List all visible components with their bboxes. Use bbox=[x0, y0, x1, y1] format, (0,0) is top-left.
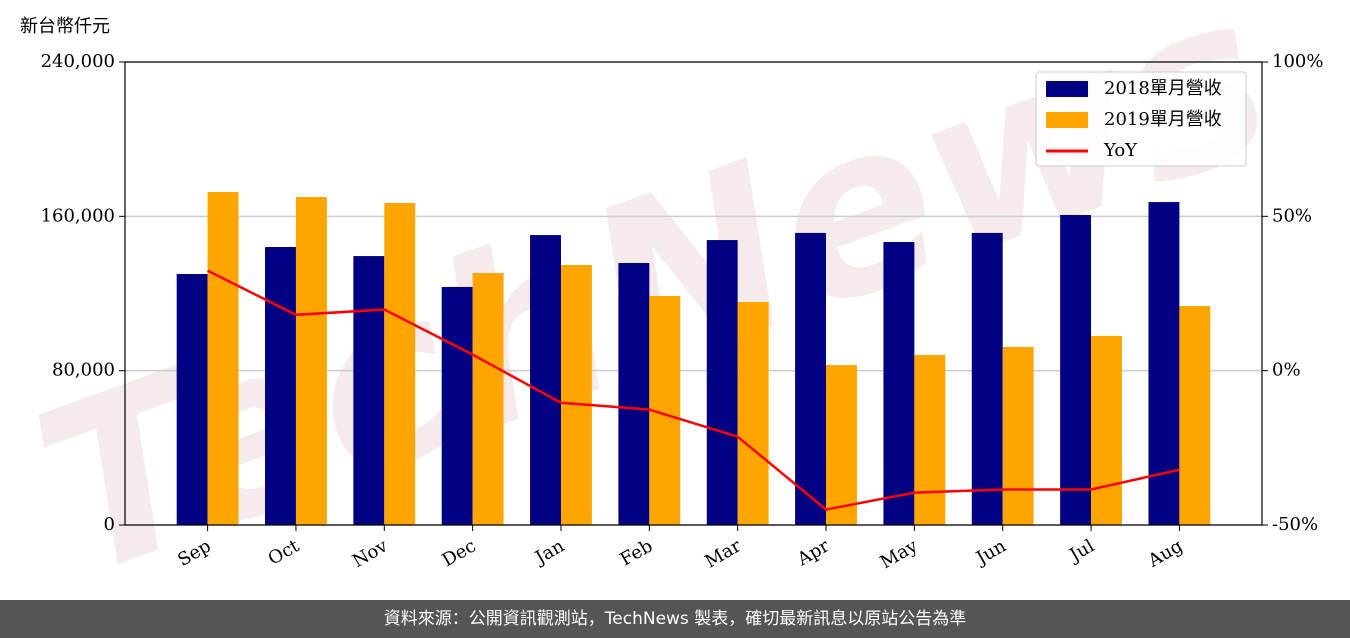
x-tick-label: Jun bbox=[971, 535, 1010, 570]
bar bbox=[176, 274, 208, 525]
legend-label: 2018單月營收 bbox=[1104, 78, 1222, 99]
bar bbox=[737, 301, 769, 525]
bar bbox=[883, 241, 915, 525]
bar bbox=[706, 240, 738, 526]
y2-tick-label: 100% bbox=[1272, 51, 1323, 72]
bar bbox=[1091, 335, 1122, 525]
legend-swatch bbox=[1046, 112, 1088, 128]
bar bbox=[795, 232, 827, 525]
x-tick-label: Dec bbox=[439, 535, 480, 571]
x-tick-label: Feb bbox=[617, 535, 657, 570]
legend-label: YoY bbox=[1103, 140, 1138, 161]
x-tick-label: Nov bbox=[349, 535, 392, 572]
y-tick-label: 0 bbox=[104, 514, 115, 535]
bar bbox=[1002, 346, 1034, 525]
bar bbox=[353, 256, 385, 525]
bar bbox=[207, 192, 239, 526]
bar bbox=[826, 365, 857, 525]
y-tick-label: 240,000 bbox=[41, 51, 115, 72]
legend-swatch bbox=[1046, 81, 1088, 97]
y-tick-label: 160,000 bbox=[41, 205, 115, 226]
x-tick-label: Jul bbox=[1065, 535, 1099, 567]
x-tick-label: Apr bbox=[793, 535, 833, 570]
legend-box bbox=[1035, 71, 1247, 167]
legend-label: 2019單月營收 bbox=[1104, 109, 1222, 130]
y2-tick-label: -50% bbox=[1272, 514, 1318, 535]
y-tick-label: 80,000 bbox=[52, 360, 115, 381]
bar bbox=[530, 235, 561, 525]
bar bbox=[618, 263, 650, 525]
bar bbox=[295, 197, 327, 525]
bar bbox=[384, 203, 416, 525]
line bbox=[207, 269, 1180, 511]
bar bbox=[1060, 214, 1092, 525]
plot-frame bbox=[124, 61, 1263, 526]
bar bbox=[1179, 306, 1211, 525]
y2-tick-label: 50% bbox=[1272, 205, 1312, 226]
bar bbox=[441, 286, 473, 525]
y2-tick-label: 0% bbox=[1272, 360, 1301, 381]
bar bbox=[472, 273, 504, 525]
bar bbox=[971, 232, 1003, 525]
bar bbox=[914, 355, 946, 525]
bar bbox=[560, 264, 592, 525]
bar bbox=[265, 247, 296, 525]
x-tick-label: Jan bbox=[530, 535, 568, 569]
x-tick-label: Mar bbox=[701, 535, 745, 572]
x-tick-label: May bbox=[877, 535, 922, 573]
y-axis-unit: 新台幣仟元 bbox=[20, 16, 110, 37]
footer-bar bbox=[0, 600, 1350, 638]
x-tick-label: Aug bbox=[1144, 535, 1187, 572]
footer-text: 資料來源：公開資訊觀測站，TechNews 製表，確切最新訊息以原站公告為準 bbox=[384, 609, 966, 629]
